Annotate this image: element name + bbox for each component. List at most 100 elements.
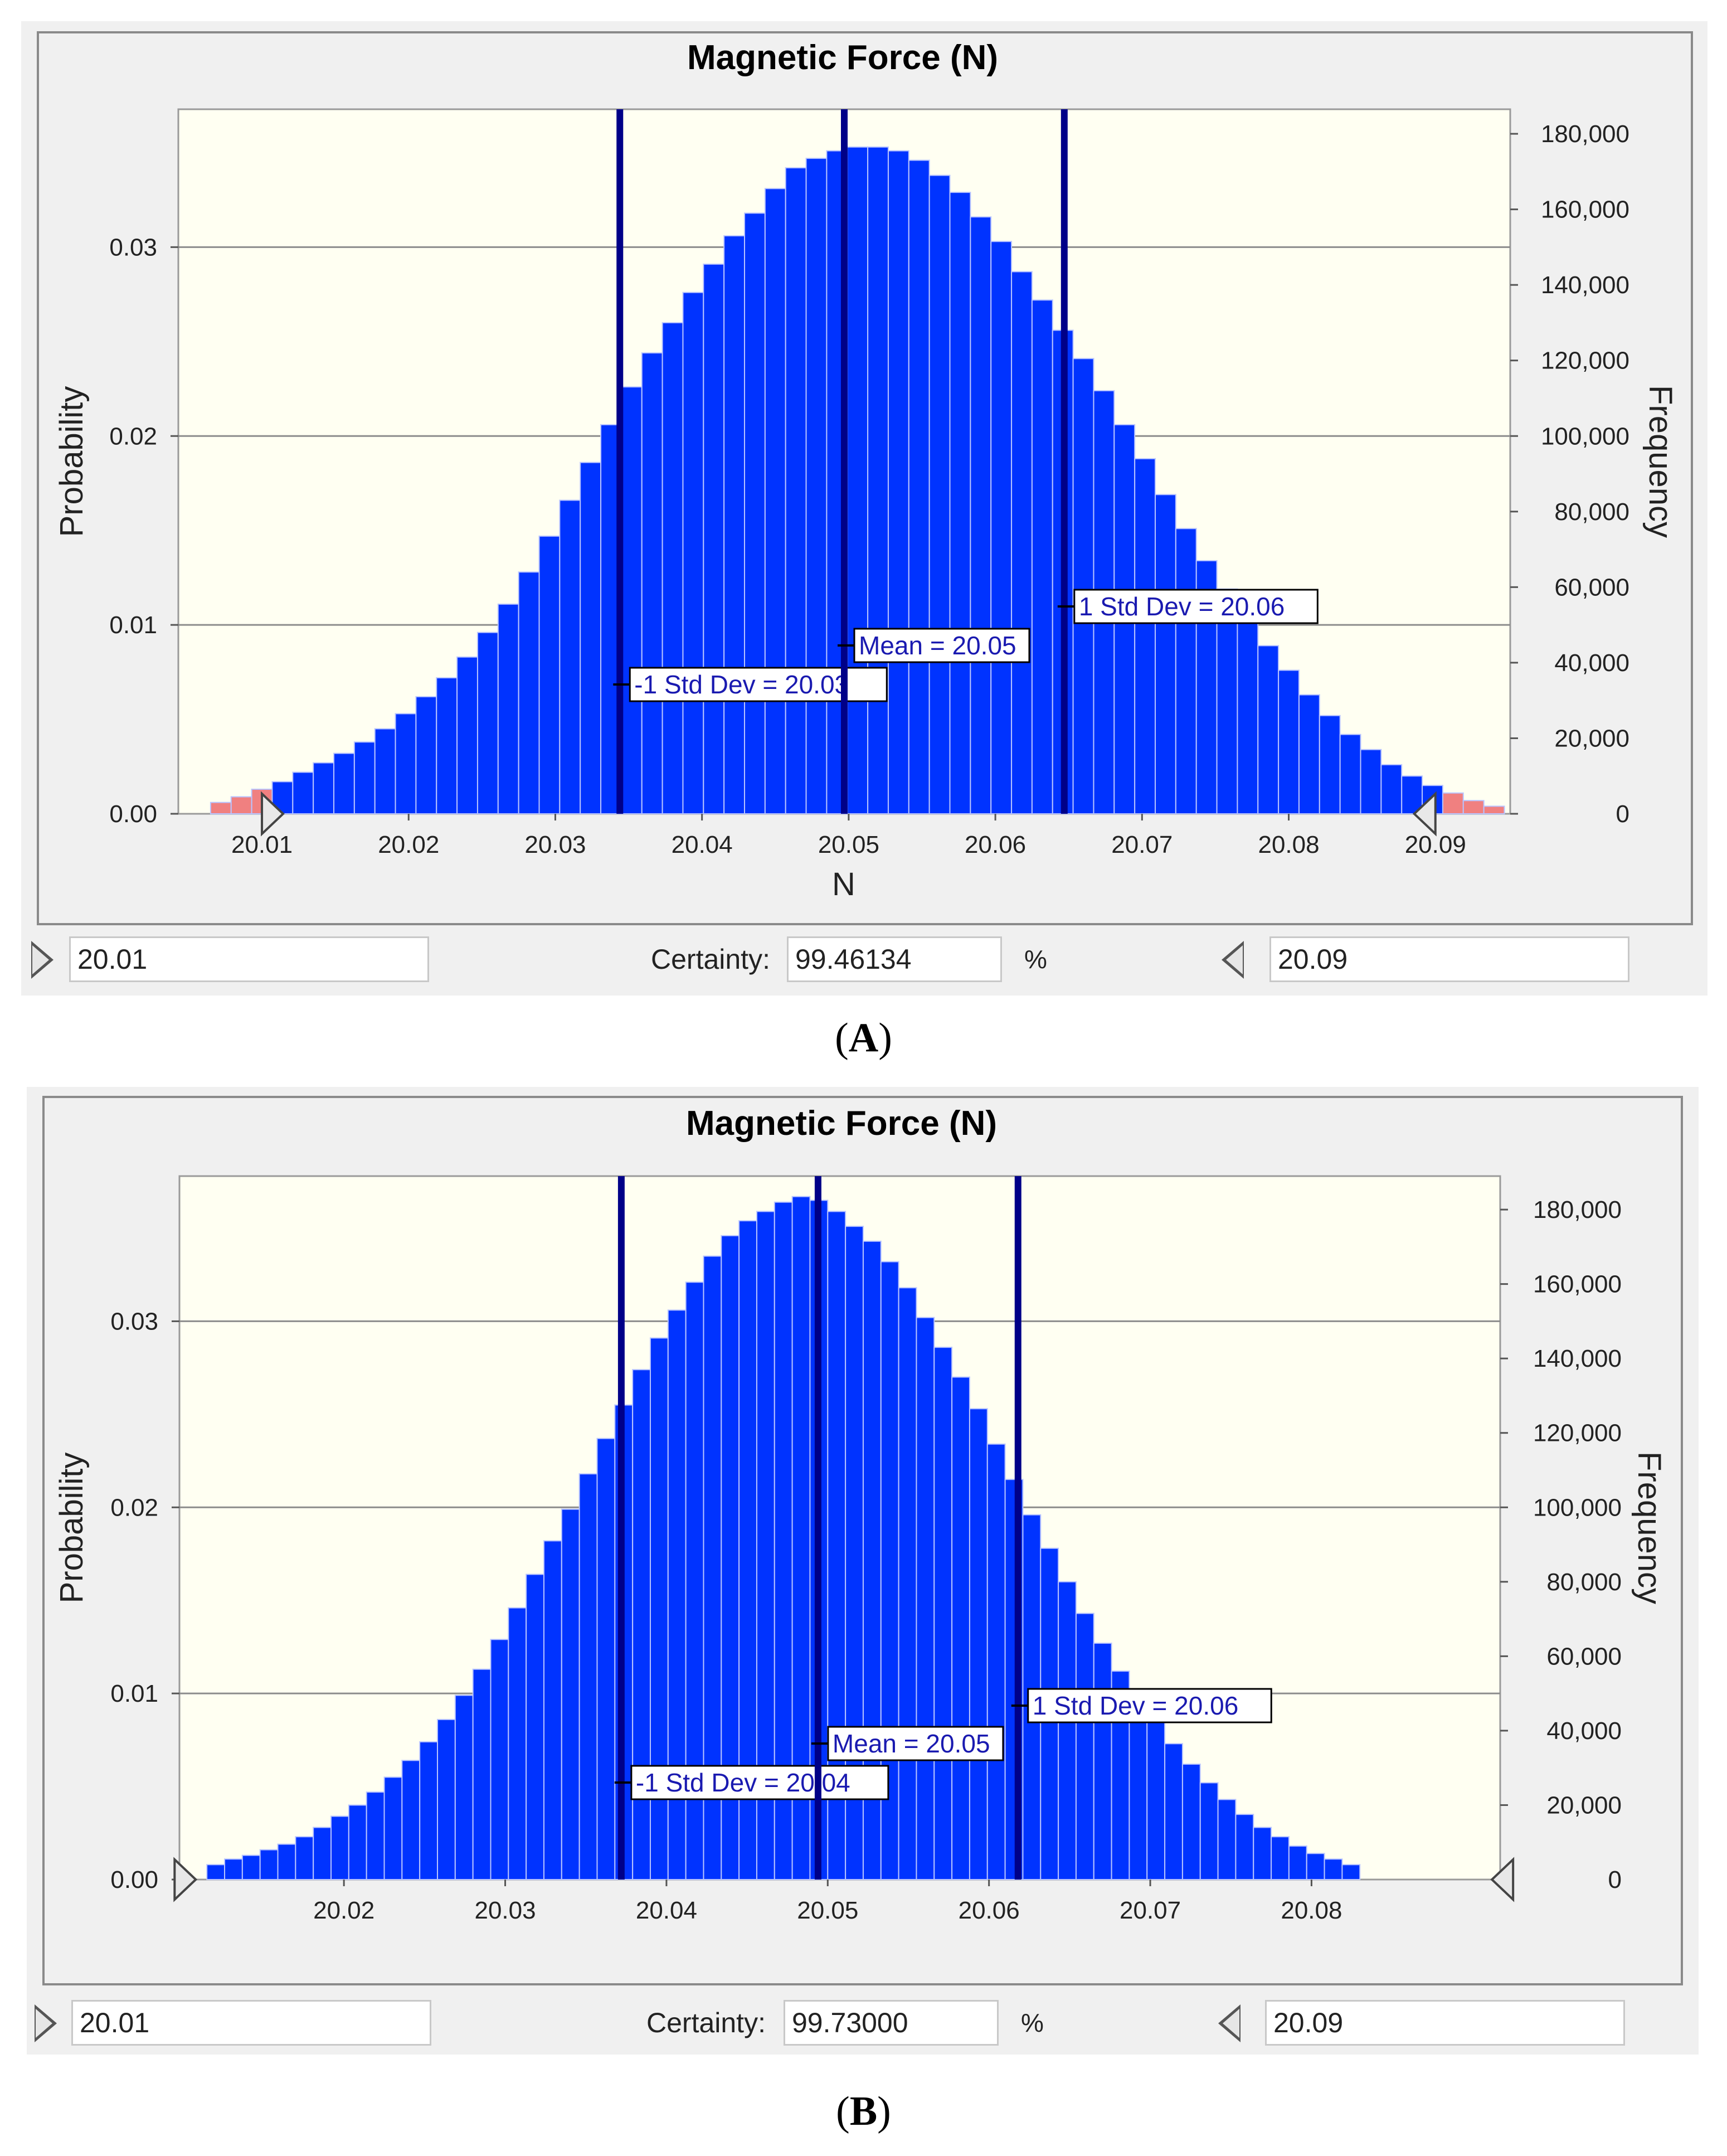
histogram-bar xyxy=(1216,588,1238,815)
panel-a-bottom-bar: 20.01 Certainty: 99.46134 % 20.09 xyxy=(21,936,1707,987)
histogram-bar xyxy=(1298,694,1320,815)
x-tick-label: 20.05 xyxy=(818,831,879,858)
histogram-bar xyxy=(1217,1799,1237,1881)
y-tick-label: 0.00 xyxy=(110,1866,158,1893)
x-tick-label: 20.07 xyxy=(1120,1897,1181,1924)
histogram-bar xyxy=(1031,299,1053,814)
y2-tick-label: 160,000 xyxy=(1533,1271,1622,1298)
lower-value-input[interactable]: 20.01 xyxy=(69,936,429,982)
x-tick-label: 20.02 xyxy=(313,1897,374,1924)
y-axis-label: Probability xyxy=(53,1453,90,1604)
histogram-bar xyxy=(867,146,889,815)
y2-axis-label: Frequency xyxy=(1642,385,1679,538)
certainty-input[interactable]: 99.73000 xyxy=(784,2000,999,2046)
reference-label: Mean = 20.05 xyxy=(833,1729,990,1758)
histogram-bar xyxy=(353,741,376,815)
histogram-bar xyxy=(454,1694,474,1880)
histogram-bar xyxy=(206,1864,226,1881)
y2-tick-label: 120,000 xyxy=(1533,1420,1622,1447)
histogram-bar xyxy=(224,1858,243,1881)
histogram-bar xyxy=(295,1836,314,1881)
histogram-bar xyxy=(497,603,519,814)
panel-a: Magnetic Force (N) 0.00 0.01 0.02 0.03 0 20,00… xyxy=(0,0,1727,1076)
upper-grabber-icon xyxy=(1412,791,1437,837)
histogram-bar xyxy=(744,212,766,814)
histogram-bar xyxy=(230,796,252,815)
x-tick-label: 20.04 xyxy=(672,831,733,858)
histogram-bar xyxy=(986,1443,1006,1880)
y2-tick-label: 20,000 xyxy=(1546,1791,1622,1819)
panel-b-caption: (B) xyxy=(836,2089,891,2134)
histogram-bar xyxy=(1072,358,1094,814)
histogram-bar xyxy=(1253,1827,1272,1881)
histogram-bar xyxy=(374,728,396,815)
histogram-bar xyxy=(949,192,971,814)
histogram-bar xyxy=(933,1347,953,1880)
histogram-bar xyxy=(1257,645,1280,814)
histogram-bar xyxy=(805,158,828,815)
histogram-bar xyxy=(490,1639,509,1880)
histogram-bar xyxy=(1442,792,1464,815)
histogram-bar xyxy=(632,1369,651,1880)
histogram-bar xyxy=(1483,805,1505,815)
reference-label-box xyxy=(827,1726,1004,1761)
y2-tick-label: 180,000 xyxy=(1533,1196,1622,1223)
histogram-bar xyxy=(383,1776,403,1880)
histogram-bar xyxy=(970,216,992,814)
histogram-bar xyxy=(476,632,499,814)
upper-value-input[interactable]: 20.09 xyxy=(1265,2000,1625,2046)
y-tick-label: 0.01 xyxy=(110,1680,158,1707)
y2-tick-label: 120,000 xyxy=(1541,347,1629,375)
histogram-bar xyxy=(1324,1858,1343,1881)
histogram-bar xyxy=(395,713,417,814)
upper-value-input[interactable]: 20.09 xyxy=(1269,936,1629,982)
x-tick-label: 20.06 xyxy=(959,1897,1020,1924)
y2-tick-label: 80,000 xyxy=(1554,498,1629,526)
histogram-bar xyxy=(1175,528,1197,815)
histogram-bar xyxy=(916,1317,935,1880)
lower-value-input[interactable]: 20.01 xyxy=(71,2000,431,2046)
histogram-bar xyxy=(538,535,561,814)
lower-marker-icon[interactable] xyxy=(31,941,53,979)
histogram-bar xyxy=(1462,800,1485,814)
histogram-bar xyxy=(472,1668,492,1881)
histogram-bar xyxy=(682,292,704,814)
reference-label: 1 Std Dev = 20.06 xyxy=(1033,1691,1239,1720)
histogram-bar xyxy=(559,499,581,814)
panel-a-caption-letter: A xyxy=(848,1015,879,1061)
x-tick-label: 20.08 xyxy=(1258,831,1319,858)
panel-b: Magnetic Force (N) 0.00 0.01 0.02 0.03 0 20,00… xyxy=(0,1076,1727,2156)
histogram-bar xyxy=(661,322,684,814)
y-tick-label: 0.03 xyxy=(109,234,157,261)
panel-b-histogram: Magnetic Force (N) 0.00 0.01 0.02 0.03 0 20,00… xyxy=(53,1104,1667,1924)
upper-marker-icon[interactable] xyxy=(1218,2004,1240,2042)
histogram-bar xyxy=(401,1760,421,1880)
histogram-bar xyxy=(764,188,786,815)
histogram-bar xyxy=(1093,1642,1112,1880)
histogram-bar xyxy=(241,1854,261,1881)
histogram-bar xyxy=(898,1287,917,1880)
x-tick-label: 20.04 xyxy=(636,1897,697,1924)
upper-marker-icon[interactable] xyxy=(1222,941,1244,979)
panel-a-caption: (A) xyxy=(835,1015,892,1061)
histogram-bar xyxy=(1288,1845,1307,1881)
histogram-bar xyxy=(578,1473,598,1880)
y-tick-label: 0.00 xyxy=(109,800,157,828)
histogram-bar xyxy=(561,1508,580,1880)
y2-tick-label: 40,000 xyxy=(1546,1717,1622,1745)
histogram-bar xyxy=(210,802,232,815)
histogram-bar xyxy=(1271,1836,1290,1881)
histogram-bar xyxy=(908,159,930,814)
certainty-input[interactable]: 99.46134 xyxy=(787,936,1002,982)
y2-tick-label: 160,000 xyxy=(1541,196,1629,224)
x-tick-label: 20.03 xyxy=(474,1897,536,1924)
lower-grabber-icon xyxy=(261,791,285,837)
x-tick-label: 20.03 xyxy=(524,831,586,858)
histogram-bar xyxy=(330,1815,349,1881)
lower-marker-icon[interactable] xyxy=(35,2004,57,2042)
histogram-bar xyxy=(951,1376,970,1880)
y-tick-label: 0.02 xyxy=(109,423,157,450)
y2-tick-label: 40,000 xyxy=(1554,649,1629,677)
histogram-bar xyxy=(1075,1613,1094,1880)
y2-tick-label: 140,000 xyxy=(1533,1345,1622,1372)
